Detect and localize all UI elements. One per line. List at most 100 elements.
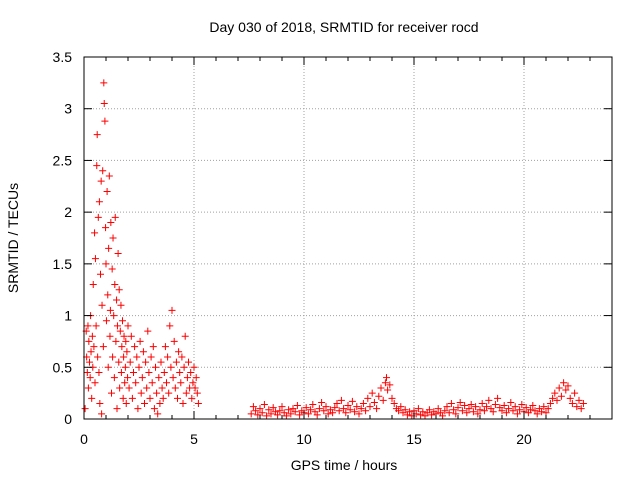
labels-layer: 0 0.5 1 1.5 2 2.5 3 3.5 0 5 10 15 20 [53, 49, 532, 447]
data-point [133, 353, 141, 361]
data-point [485, 396, 493, 404]
data-point [115, 358, 123, 366]
data-point [84, 384, 92, 392]
data-point [577, 405, 585, 413]
data-point [533, 410, 541, 418]
data-point [516, 406, 524, 414]
data-point [97, 270, 104, 278]
data-point [373, 405, 381, 413]
data-point [320, 407, 328, 415]
data-point [507, 398, 515, 406]
data-point [109, 234, 117, 242]
data-point [401, 406, 409, 414]
data-point [425, 406, 433, 414]
data-point [112, 337, 120, 345]
data-point [254, 411, 262, 419]
data-point [141, 399, 148, 407]
data-point [111, 213, 119, 221]
data-point [335, 407, 343, 415]
data-point [357, 405, 365, 413]
data-point [113, 322, 121, 330]
data-point [181, 332, 189, 340]
y-tick-label: 3.5 [53, 49, 73, 65]
data-point [100, 100, 108, 108]
data-point [472, 403, 480, 411]
y-axis-title: SRMTID / TECUs [5, 183, 21, 293]
data-point [88, 394, 96, 402]
data-point [527, 406, 535, 414]
data-point [381, 379, 389, 387]
data-point [564, 382, 572, 390]
data-point [177, 379, 185, 387]
data-point [116, 384, 124, 392]
data-point [91, 379, 99, 387]
data-point [122, 337, 130, 345]
data-point [573, 403, 581, 411]
data-point [304, 410, 312, 418]
plot-frame [83, 56, 613, 420]
data-point [287, 410, 295, 418]
data-point [395, 407, 403, 415]
data-point [179, 399, 187, 407]
data-point [91, 229, 99, 237]
data-point [110, 374, 118, 382]
data-point [95, 368, 103, 376]
data-point [191, 384, 199, 392]
data-point [388, 394, 396, 402]
data-point [461, 402, 469, 410]
data-point [134, 405, 142, 413]
data-point [355, 410, 363, 418]
data-point [156, 399, 164, 407]
data-point [95, 198, 103, 206]
data-point [104, 291, 112, 299]
data-point [375, 392, 383, 400]
data-point [351, 408, 359, 416]
data-point [152, 363, 159, 371]
data-point [390, 399, 398, 407]
data-point [474, 410, 482, 418]
data-point [158, 384, 166, 392]
data-point [383, 374, 390, 382]
data-point [126, 358, 134, 366]
data-point [100, 79, 108, 87]
data-point [127, 332, 135, 340]
data-point [344, 402, 352, 410]
data-point [188, 394, 196, 402]
data-point [483, 403, 491, 411]
data-point [121, 379, 129, 387]
data-point [149, 343, 157, 351]
x-tick-label: 20 [516, 431, 532, 447]
data-point [110, 312, 118, 320]
data-point [309, 401, 317, 409]
data-point [465, 405, 473, 413]
data-point [132, 379, 140, 387]
x-axis-title: GPS time / hours [291, 457, 398, 473]
data-point [94, 353, 102, 361]
data-point [155, 374, 163, 382]
data-point [377, 384, 385, 392]
data-point [348, 397, 356, 405]
data-point [329, 409, 337, 417]
data-point [117, 301, 125, 309]
data-point [269, 404, 277, 412]
data-point [130, 368, 137, 376]
data-point [463, 409, 471, 417]
x-tick-label: 10 [296, 431, 312, 447]
data-point [120, 353, 128, 361]
data-point [315, 405, 323, 413]
data-point [146, 394, 154, 402]
data-point [172, 358, 180, 366]
data-point [419, 408, 427, 416]
ticks-layer [83, 56, 612, 420]
data-point [189, 379, 197, 387]
data-point [97, 177, 105, 185]
data-point [193, 389, 201, 397]
data-point [546, 399, 554, 407]
data-point [124, 322, 132, 330]
data-point [368, 389, 376, 397]
data-point [171, 384, 179, 392]
data-point [568, 399, 576, 407]
data-point [93, 162, 101, 170]
data-point [478, 399, 486, 407]
data-point [107, 218, 115, 226]
